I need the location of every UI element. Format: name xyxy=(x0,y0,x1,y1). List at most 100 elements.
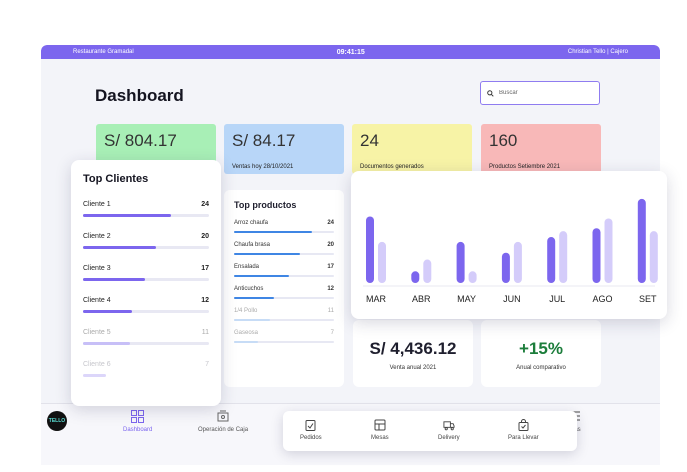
client-bar xyxy=(83,214,172,217)
client-row[interactable]: Cliente 1 24 xyxy=(83,201,209,217)
chart-bar-jul-series-1[interactable] xyxy=(547,237,556,283)
chart-bar-may-series-2[interactable] xyxy=(468,271,477,283)
stat-label: Documentos generados xyxy=(360,164,424,170)
chart-bar-may-series-1[interactable] xyxy=(456,241,465,283)
client-count: 17 xyxy=(201,265,209,272)
search-icon xyxy=(487,89,494,97)
nav-delivery[interactable]: Delivery xyxy=(438,419,460,441)
page-title: Dashboard xyxy=(95,86,184,105)
table-icon xyxy=(374,419,386,431)
stat-value: S/ 804.17 xyxy=(104,131,177,150)
client-row[interactable]: Cliente 4 12 xyxy=(83,297,209,313)
product-count: 11 xyxy=(327,308,334,314)
monthly-chart-card: MAR ABR MAY JUN JUL AGO SET xyxy=(351,171,667,319)
client-name: Cliente 4 xyxy=(83,297,111,304)
chart-bar-mar-series-2[interactable] xyxy=(378,241,386,283)
product-count: 24 xyxy=(327,220,334,226)
stat-card-documents[interactable]: 24 Documentos generados xyxy=(352,124,472,174)
client-bar xyxy=(83,278,145,281)
product-name: Anticuchos xyxy=(234,286,264,292)
kpi-value: S/ 4,436.12 xyxy=(369,339,457,358)
nav-label: Dashboard xyxy=(123,427,153,433)
order-type-nav: Pedidos Mesas Delivery Para Llevar xyxy=(283,411,577,451)
client-bar xyxy=(83,246,157,249)
nav-label: Delivery xyxy=(438,435,460,441)
nav-dashboard[interactable]: Dashboard xyxy=(123,409,152,433)
nav-pedidos[interactable]: Pedidos xyxy=(300,419,322,441)
chart-bar-set-series-2[interactable] xyxy=(649,231,658,283)
clipboard-icon xyxy=(305,419,317,431)
chart-bar-abr-series-2[interactable] xyxy=(423,259,432,283)
product-count: 12 xyxy=(327,286,334,292)
client-row[interactable]: Cliente 2 20 xyxy=(83,233,209,249)
chart-bar-jul-series-2[interactable] xyxy=(559,231,568,283)
chart-bar-jun-series-1[interactable] xyxy=(501,252,510,283)
product-bar xyxy=(234,253,300,255)
product-bar xyxy=(234,297,274,299)
chart-tick-label: AGO xyxy=(592,294,612,304)
product-row[interactable]: 1/4 Pollo 11 xyxy=(234,308,334,321)
kpi-annual-comparison[interactable]: +15% Anual comparativo xyxy=(481,320,601,387)
nav-label: Operación de Caja xyxy=(198,427,249,433)
chart-bar-abr-series-1[interactable] xyxy=(411,271,420,283)
search-input[interactable] xyxy=(499,90,589,96)
chart-bar-jun-series-2[interactable] xyxy=(513,241,522,283)
product-bar xyxy=(234,319,270,321)
restaurant-name: Restaurante Gramadal xyxy=(73,49,134,55)
chart-tick-label: JUN xyxy=(503,294,521,304)
user-info[interactable]: Christian Tello | Cajero xyxy=(567,49,628,55)
product-row[interactable]: Chaufa brasa 20 xyxy=(234,242,334,255)
bag-icon xyxy=(517,419,529,431)
chart-tick-label: MAR xyxy=(366,294,387,304)
product-row[interactable]: Ensalada 17 xyxy=(234,264,334,277)
client-name: Cliente 1 xyxy=(83,201,111,208)
stat-value: 160 xyxy=(489,131,518,150)
nav-para-llevar[interactable]: Para Llevar xyxy=(508,419,539,441)
chart-tick-label: ABR xyxy=(412,294,431,304)
client-name: Cliente 5 xyxy=(83,329,111,336)
product-count: 7 xyxy=(330,330,334,336)
client-name: Cliente 3 xyxy=(83,265,111,272)
product-row[interactable]: Gaseosa 7 xyxy=(234,330,334,343)
product-bar xyxy=(234,341,258,343)
product-row[interactable]: Anticuchos 12 xyxy=(234,286,334,299)
app-logo: TELLO xyxy=(47,411,67,431)
chart-bar-ago-series-2[interactable] xyxy=(604,218,613,283)
stat-card-products[interactable]: 160 Productos Setiembre 2021 xyxy=(481,124,601,174)
top-products-panel: Top productos Arroz chaufa 24 Chaufa bras… xyxy=(224,190,344,387)
product-name: Gaseosa xyxy=(234,330,259,336)
product-bar xyxy=(234,275,289,277)
client-count: 24 xyxy=(201,201,209,208)
client-row[interactable]: Cliente 5 11 xyxy=(83,329,209,345)
nav-label: Para Llevar xyxy=(508,435,539,441)
kpi-annual-sales[interactable]: S/ 4,436.12 Venta anual 2021 xyxy=(353,320,473,387)
client-name: Cliente 6 xyxy=(83,361,111,368)
chart-bar-ago-series-1[interactable] xyxy=(592,228,601,283)
client-row[interactable]: Cliente 6 7 xyxy=(83,361,209,377)
cash-register-icon xyxy=(216,409,230,423)
top-bar: Restaurante Gramadal 09:41:15 Christian … xyxy=(41,45,660,59)
client-bar xyxy=(83,310,133,313)
search-box[interactable] xyxy=(480,81,600,105)
chart-bar-set-series-1[interactable] xyxy=(637,198,646,283)
chart-tick-label: SET xyxy=(639,294,657,304)
client-count: 7 xyxy=(205,361,209,368)
monthly-bar-chart: MAR ABR MAY JUN JUL AGO SET xyxy=(363,198,658,304)
client-count: 20 xyxy=(201,233,209,240)
product-count: 17 xyxy=(327,264,334,270)
product-bar xyxy=(234,231,312,233)
nav-label: Mesas xyxy=(371,435,389,441)
top-clients-card: Top Clientes Cliente 1 24 Cliente 2 20 Cli… xyxy=(71,160,221,406)
kpi-label: Venta anual 2021 xyxy=(389,365,437,371)
kpi-label: Anual comparativo xyxy=(516,365,566,371)
stat-card-sales-today[interactable]: S/ 84.17 Ventas hoy 28/10/2021 xyxy=(224,124,344,174)
product-row[interactable]: Arroz chaufa 24 xyxy=(234,220,334,233)
chart-bar-mar-series-1[interactable] xyxy=(366,216,374,283)
client-row[interactable]: Cliente 3 17 xyxy=(83,265,209,281)
nav-mesas[interactable]: Mesas xyxy=(371,419,389,441)
chart-tick-label: MAY xyxy=(457,294,476,304)
clock: 09:41:15 xyxy=(336,48,365,56)
client-count: 12 xyxy=(201,297,209,304)
client-bar xyxy=(83,342,130,345)
nav-cash-operation[interactable]: Operación de Caja xyxy=(198,409,248,433)
